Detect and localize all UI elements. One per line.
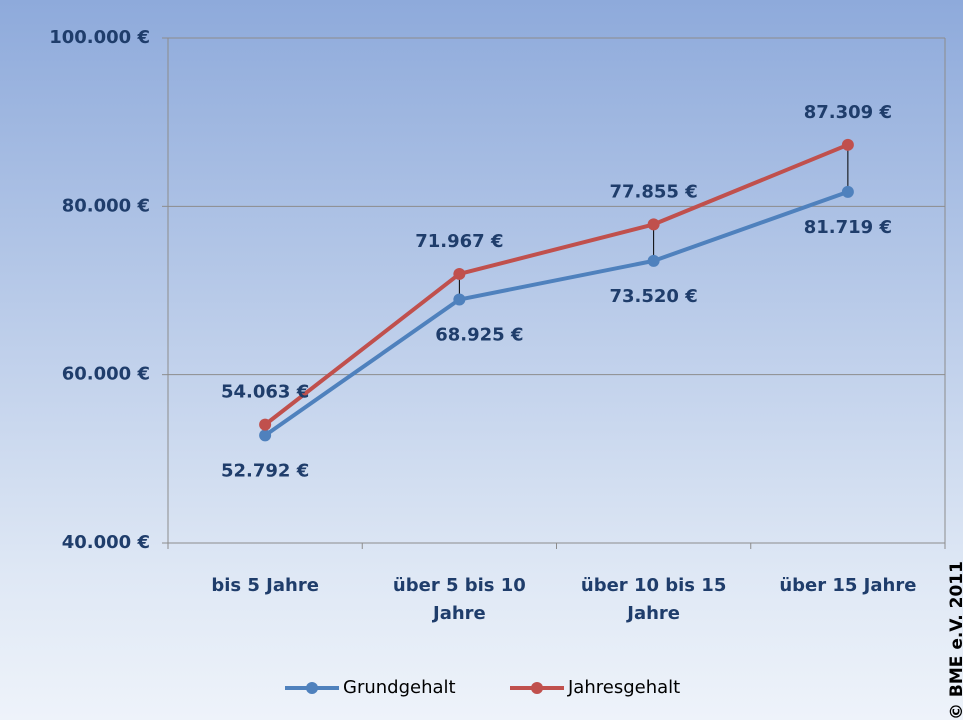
legend-marker bbox=[531, 682, 543, 694]
data-label: 77.855 € bbox=[609, 181, 697, 202]
x-tick-label: bis 5 Jahre bbox=[211, 575, 319, 596]
data-label: 87.309 € bbox=[804, 102, 892, 123]
y-tick-label: 100.000 € bbox=[49, 27, 150, 48]
data-point bbox=[453, 267, 466, 280]
data-label: 54.063 € bbox=[221, 382, 309, 403]
data-point bbox=[259, 429, 272, 442]
x-tick-label: über 5 bis 10 Jahre bbox=[392, 575, 526, 624]
data-point bbox=[841, 185, 854, 198]
data-point bbox=[841, 138, 854, 151]
data-label: 81.719 € bbox=[804, 217, 892, 238]
data-label: 68.925 € bbox=[435, 325, 523, 346]
data-point bbox=[453, 293, 466, 306]
legend-marker bbox=[306, 682, 318, 694]
data-point bbox=[647, 218, 660, 231]
copyright: © BME e.V. 2011 bbox=[947, 561, 963, 720]
series-line bbox=[263, 189, 849, 437]
legend-label: Jahresgehalt bbox=[567, 677, 680, 698]
data-label: 71.967 € bbox=[415, 231, 503, 252]
series-line bbox=[263, 142, 849, 427]
y-tick-label: 40.000 € bbox=[62, 532, 150, 553]
x-tick-label: über 15 Jahre bbox=[779, 575, 917, 596]
data-point bbox=[647, 254, 660, 267]
legend-label: Grundgehalt bbox=[343, 677, 456, 698]
y-tick-label: 60.000 € bbox=[62, 364, 150, 385]
data-label: 73.520 € bbox=[609, 286, 697, 307]
data-label: 52.792 € bbox=[221, 460, 309, 481]
y-tick-label: 80.000 € bbox=[62, 195, 150, 216]
data-point bbox=[259, 418, 272, 431]
x-tick-label: über 10 bis 15 Jahre bbox=[580, 575, 727, 624]
